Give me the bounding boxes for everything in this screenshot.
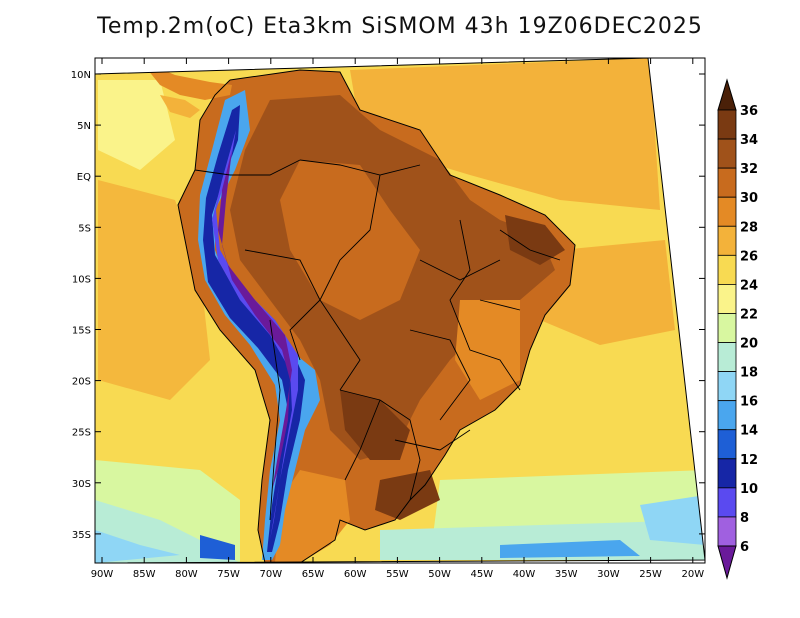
- colorbar-min-arrow: [717, 545, 737, 580]
- lat-tick-label: 10N: [71, 70, 91, 81]
- lon-tick-label: 55W: [386, 569, 409, 580]
- lon-tick-label: 90W: [91, 569, 114, 580]
- lat-tick-label: 30S: [72, 479, 91, 490]
- lat-tick-label: 5S: [78, 223, 91, 234]
- colorbar-label: 8: [740, 511, 749, 526]
- lon-tick-label: 25W: [639, 569, 662, 580]
- lon-tick-label: 50W: [428, 569, 451, 580]
- colorbar-label: 12: [740, 453, 758, 468]
- colorbar-label: 26: [740, 249, 758, 264]
- lat-tick-label: EQ: [77, 172, 91, 183]
- map-title: Temp.2m(oC) Eta3km SiSMOM 43h 19Z06DEC20…: [97, 14, 703, 39]
- colorbar-swatch: [717, 516, 737, 547]
- lat-tick-label: 15S: [72, 326, 91, 337]
- colorbar-swatch: [717, 400, 737, 431]
- colorbar-swatch: [717, 371, 737, 402]
- colorbar-swatch: [717, 109, 737, 140]
- colorbar-label: 10: [740, 482, 758, 497]
- latitude-axis: 10N 5N EQ 5S 10S 15S 20S 25S 30S 35S: [71, 70, 705, 541]
- colorbar-swatch: [717, 196, 737, 227]
- lon-tick-label: 70W: [259, 569, 282, 580]
- colorbar-label: 36: [740, 104, 758, 119]
- lon-tick-label: 30W: [597, 569, 620, 580]
- colorbar-swatch: [717, 487, 737, 518]
- colorbar-label: 24: [740, 278, 758, 293]
- colorbar-swatch: [717, 138, 737, 169]
- colorbar-label: 20: [740, 337, 758, 352]
- lat-tick-label: 10S: [72, 274, 91, 285]
- lon-tick-label: 85W: [133, 569, 156, 580]
- lon-tick-label: 60W: [344, 569, 367, 580]
- colorbar-swatch: [717, 167, 737, 198]
- colorbar-label: 14: [740, 424, 758, 439]
- colorbar-swatch: [717, 283, 737, 314]
- colorbar-swatch: [717, 342, 737, 372]
- lat-tick-label: 35S: [72, 530, 91, 541]
- lon-tick-label: 20W: [681, 569, 704, 580]
- colorbar-swatch: [717, 225, 737, 256]
- colorbar-label: 18: [740, 366, 758, 381]
- colorbar-swatch: [717, 458, 737, 489]
- lon-tick-label: 45W: [470, 569, 493, 580]
- longitude-axis: 90W 85W 80W 75W 70W 65W 60W 55W 50W 45W 40W 35W 30W 2…: [91, 58, 704, 580]
- colorbar-max-arrow: [717, 78, 737, 111]
- lon-tick-label: 65W: [302, 569, 325, 580]
- lon-tick-label: 80W: [175, 569, 198, 580]
- colorbar-label: 30: [740, 191, 758, 206]
- lon-tick-label: 40W: [513, 569, 536, 580]
- colorbar-label: 28: [740, 220, 758, 235]
- lon-tick-label: 35W: [555, 569, 578, 580]
- lat-tick-label: 20S: [72, 377, 91, 388]
- colorbar-label: 32: [740, 162, 758, 177]
- colorbar-swatch: [717, 313, 737, 343]
- lat-tick-label: 5N: [77, 121, 91, 132]
- colorbar-swatch: [717, 254, 737, 285]
- colorbar: 36 34 32 30 28 26 24 22 20 18 16 14 12 10 8 6: [717, 78, 758, 580]
- lon-tick-label: 75W: [217, 569, 240, 580]
- map-field: [95, 58, 705, 563]
- colorbar-label: 16: [740, 395, 758, 410]
- colorbar-swatch: [717, 429, 737, 460]
- colorbar-label: 6: [740, 540, 749, 555]
- lat-tick-label: 25S: [72, 428, 91, 439]
- colorbar-label: 22: [740, 307, 758, 322]
- colorbar-label: 34: [740, 133, 758, 148]
